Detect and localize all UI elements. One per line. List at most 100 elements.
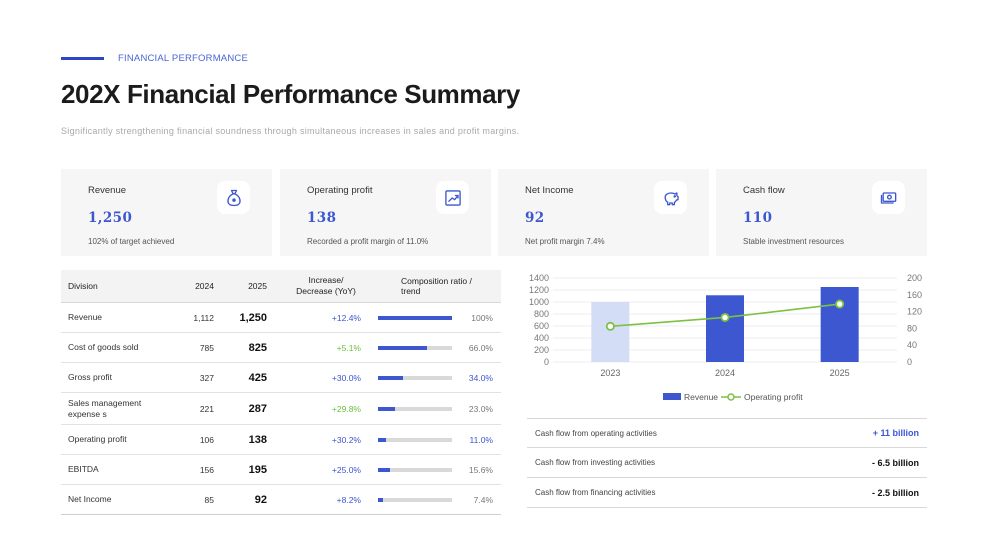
bar-revenue xyxy=(591,302,630,362)
kpi-card-operating-profit: Operating profit 138 Recorded a profit m… xyxy=(280,169,491,256)
legend-label-revenue: Revenue xyxy=(684,392,718,402)
bar-revenue xyxy=(706,295,744,362)
cell-division: EBITDA xyxy=(68,464,99,474)
kpi-value: 138 xyxy=(307,210,337,226)
cash-icon xyxy=(872,181,905,214)
kpi-note: Recorded a profit margin of 11.0% xyxy=(307,237,429,246)
eyebrow-text: FINANCIAL PERFORMANCE xyxy=(118,53,249,64)
cell-division: Sales management expense s xyxy=(68,397,142,419)
eyebrow-accent-bar xyxy=(61,57,104,60)
left-axis-tick: 1200 xyxy=(529,285,549,295)
header-composition: Composition ratio / trend xyxy=(401,276,472,296)
table-header: Division 2024 2025 Increase/ Decrease (Y… xyxy=(61,270,501,303)
kpi-value: 1,250 xyxy=(88,210,133,226)
composition-bar xyxy=(378,303,452,332)
x-axis-tick: 2023 xyxy=(600,368,620,378)
cell-2024: 1,112 xyxy=(193,312,214,323)
cash-flow-label: Cash flow from investing activities xyxy=(535,458,656,467)
table-row: Sales management expense s 221 287 +29.8% 23… xyxy=(61,393,501,425)
kpi-label: Net Income xyxy=(525,185,574,196)
cell-2025: 195 xyxy=(248,463,267,476)
cash-flow-value: - 2.5 billion xyxy=(871,487,919,498)
piggy-bank-icon xyxy=(654,181,687,214)
table-row: EBITDA 156 195 +25.0% 15.6% xyxy=(61,455,501,485)
composition-bar xyxy=(378,393,452,424)
cell-division: Cost of goods sold xyxy=(68,342,139,352)
kpi-value: 92 xyxy=(525,210,545,226)
cell-increase: +5.1% xyxy=(336,342,361,353)
header-increase: Increase/ Decrease (YoY) xyxy=(296,275,356,296)
kpi-label: Revenue xyxy=(88,185,127,196)
composition-bar xyxy=(378,455,452,484)
composition-bar xyxy=(378,485,452,514)
cell-2024: 156 xyxy=(199,464,214,475)
kpi-note: 102% of target achieved xyxy=(88,237,175,246)
cell-2025: 825 xyxy=(248,341,267,354)
kpi-note: Stable investment resources xyxy=(743,237,844,246)
bar-revenue xyxy=(820,287,859,362)
left-axis-tick: 400 xyxy=(534,333,549,343)
financial-table: Division 2024 2025 Increase/ Decrease (Y… xyxy=(61,270,501,515)
kpi-value: 110 xyxy=(743,210,773,226)
composition-fill xyxy=(378,406,396,411)
left-axis-tick: 800 xyxy=(534,309,549,319)
table-row: Net Income 85 92 +8.2% 7.4% xyxy=(61,485,501,515)
right-axis-tick: 200 xyxy=(907,273,922,283)
cell-2024: 221 xyxy=(199,403,214,414)
left-axis-tick: 200 xyxy=(534,345,549,355)
kpi-card-net-income: Net Income 92 Net profit margin 7.4% xyxy=(498,169,709,256)
left-axis-tick: 0 xyxy=(544,357,549,367)
right-axis-tick: 120 xyxy=(907,307,922,317)
left-axis-tick: 1000 xyxy=(529,297,549,307)
right-axis-tick: 160 xyxy=(907,290,922,300)
composition-fill xyxy=(378,375,404,380)
cell-ratio: 7.4% xyxy=(473,494,493,505)
cell-ratio: 100% xyxy=(471,312,493,323)
right-axis-tick: 80 xyxy=(907,323,917,333)
legend-swatch-revenue xyxy=(663,393,681,400)
cell-increase: +25.0% xyxy=(331,464,361,475)
cash-flow-label: Cash flow from financing activities xyxy=(535,488,656,497)
header-2024: 2024 xyxy=(195,281,214,291)
cell-ratio: 66.0% xyxy=(468,342,493,353)
composition-track xyxy=(378,315,452,320)
kpi-label: Cash flow xyxy=(743,185,785,196)
x-axis-tick: 2024 xyxy=(715,368,735,378)
composition-track xyxy=(378,497,452,502)
cell-2025: 1,250 xyxy=(239,311,267,324)
page-subtitle: Significantly strengthening financial so… xyxy=(61,126,520,136)
cell-2025: 425 xyxy=(248,371,267,384)
cell-increase: +12.4% xyxy=(331,312,361,323)
cell-ratio: 23.0% xyxy=(468,403,493,414)
right-axis-tick: 40 xyxy=(907,340,917,350)
table-row: Cost of goods sold 785 825 +5.1% 66.0% xyxy=(61,333,501,363)
left-axis-tick: 600 xyxy=(534,321,549,331)
cell-2024: 785 xyxy=(199,342,214,353)
cell-increase: +29.8% xyxy=(331,403,361,414)
cell-2025: 287 xyxy=(248,402,267,415)
trend-chart-icon xyxy=(436,181,469,214)
composition-fill xyxy=(378,467,390,472)
composition-fill xyxy=(378,497,384,502)
left-axis-tick: 1400 xyxy=(529,273,549,283)
header-division: Division xyxy=(68,281,98,291)
composition-track xyxy=(378,345,452,350)
page-title: 202X Financial Performance Summary xyxy=(61,79,520,109)
composition-bar xyxy=(378,425,452,454)
cell-2024: 106 xyxy=(199,434,214,445)
composition-track xyxy=(378,437,452,442)
point-operating-profit xyxy=(720,312,730,322)
cell-increase: +30.2% xyxy=(331,434,361,445)
composition-bar xyxy=(378,333,452,362)
cash-flow-label: Cash flow from operating activities xyxy=(535,428,657,438)
cell-division: Gross profit xyxy=(68,372,112,382)
cell-2024: 85 xyxy=(204,494,214,505)
cell-ratio: 11.0% xyxy=(469,434,493,445)
cell-division: Net Income xyxy=(68,494,112,504)
section-eyebrow: FINANCIAL PERFORMANCE xyxy=(61,53,248,64)
composition-bar xyxy=(378,363,452,392)
composition-fill xyxy=(378,345,427,350)
kpi-note: Net profit margin 7.4% xyxy=(525,237,605,246)
cash-flow-value: + 11 billion xyxy=(872,428,919,438)
composition-track xyxy=(378,406,452,411)
